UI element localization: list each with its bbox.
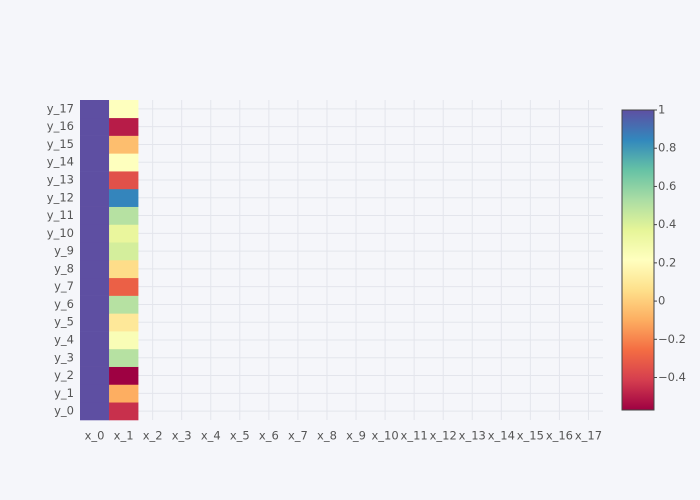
colorbar-tick-label: −0.2 bbox=[658, 332, 686, 346]
y-tick-label: y_15 bbox=[47, 137, 74, 151]
y-tick-label: y_16 bbox=[47, 119, 74, 133]
heatmap-cell bbox=[109, 260, 139, 279]
colorbar bbox=[621, 109, 655, 411]
y-tick-label: y_1 bbox=[54, 386, 74, 400]
heatmap-cell bbox=[80, 402, 110, 421]
x-tick-label: x_1 bbox=[114, 429, 134, 443]
colorbar-tick-label: 0.6 bbox=[658, 179, 676, 193]
heatmap-cell bbox=[109, 242, 139, 261]
y-tick-label: y_17 bbox=[47, 101, 74, 115]
colorbar-tick-label: 0.4 bbox=[658, 217, 676, 231]
x-tick-label: x_3 bbox=[172, 429, 192, 443]
heatmap-cell bbox=[80, 135, 110, 154]
heatmap-cell bbox=[109, 348, 139, 367]
heatmap-cell bbox=[109, 384, 139, 403]
heatmap-cell bbox=[109, 331, 139, 350]
y-tick-label: y_6 bbox=[54, 297, 74, 311]
heatmap-cell bbox=[80, 188, 110, 207]
y-tick-label: y_5 bbox=[54, 315, 74, 329]
x-tick-label: x_6 bbox=[259, 429, 279, 443]
heatmap-cell bbox=[109, 313, 139, 332]
heatmap-cell bbox=[109, 100, 139, 119]
y-tick-label: y_12 bbox=[47, 190, 74, 204]
y-tick-label: y_8 bbox=[54, 261, 74, 275]
heatmap-cell bbox=[80, 117, 110, 136]
x-tick-label: x_13 bbox=[459, 429, 486, 443]
x-tick-label: x_8 bbox=[317, 429, 337, 443]
heatmap-cell bbox=[80, 277, 110, 296]
y-tick-label: y_11 bbox=[47, 208, 74, 222]
heatmap-cell bbox=[109, 402, 139, 421]
colorbar-tick-label: 0.2 bbox=[658, 255, 676, 269]
heatmap-cell bbox=[80, 100, 110, 119]
heatmap-cell bbox=[80, 153, 110, 172]
colorbar-tick-label: 0.8 bbox=[658, 141, 676, 155]
y-tick-label: y_4 bbox=[54, 333, 74, 347]
heatmap-cell bbox=[80, 348, 110, 367]
heatmap-cell bbox=[109, 206, 139, 225]
y-tick-label: y_10 bbox=[47, 226, 74, 240]
heatmap-cell bbox=[80, 331, 110, 350]
heatmap-cell bbox=[109, 366, 139, 385]
x-tick-label: x_10 bbox=[371, 429, 398, 443]
heatmap-cell bbox=[109, 117, 139, 136]
x-tick-label: x_7 bbox=[288, 429, 308, 443]
y-tick-label: y_2 bbox=[54, 368, 74, 382]
x-tick-label: x_17 bbox=[575, 429, 602, 443]
heatmap-cell bbox=[80, 295, 110, 314]
x-tick-label: x_2 bbox=[143, 429, 163, 443]
heatmap-cell bbox=[80, 313, 110, 332]
colorbar-tick-label: −0.4 bbox=[658, 370, 686, 384]
heatmap-cell bbox=[109, 135, 139, 154]
x-tick-label: x_12 bbox=[430, 429, 457, 443]
y-tick-label: y_14 bbox=[47, 155, 74, 169]
x-tick-label: x_14 bbox=[488, 429, 515, 443]
heatmap-cell bbox=[109, 224, 139, 243]
heatmap-cell bbox=[80, 384, 110, 403]
heatmap-cell bbox=[80, 171, 110, 190]
heatmap-cell bbox=[109, 188, 139, 207]
y-tick-label: y_9 bbox=[54, 244, 74, 258]
heatmap-cell bbox=[80, 206, 110, 225]
y-tick-label: y_3 bbox=[54, 350, 74, 364]
heatmap-cell bbox=[109, 153, 139, 172]
x-tick-label: x_0 bbox=[85, 429, 105, 443]
x-tick-label: x_9 bbox=[346, 429, 366, 443]
x-tick-label: x_11 bbox=[401, 429, 428, 443]
x-tick-label: x_5 bbox=[230, 429, 250, 443]
heatmap-cell bbox=[109, 277, 139, 296]
heatmap-cell bbox=[80, 242, 110, 261]
x-tick-label: x_15 bbox=[517, 429, 544, 443]
colorbar-tick-label: 1 bbox=[658, 103, 665, 117]
heatmap-cell bbox=[109, 295, 139, 314]
x-tick-label: x_16 bbox=[546, 429, 573, 443]
y-tick-label: y_13 bbox=[47, 173, 74, 187]
heatmap-cell bbox=[80, 224, 110, 243]
y-tick-label: y_7 bbox=[54, 279, 74, 293]
heatmap-cell bbox=[109, 171, 139, 190]
heatmap-cell bbox=[80, 260, 110, 279]
y-tick-label: y_0 bbox=[54, 404, 74, 418]
colorbar-tick-label: 0 bbox=[658, 294, 665, 308]
heatmap-cell bbox=[80, 366, 110, 385]
x-tick-label: x_4 bbox=[201, 429, 221, 443]
